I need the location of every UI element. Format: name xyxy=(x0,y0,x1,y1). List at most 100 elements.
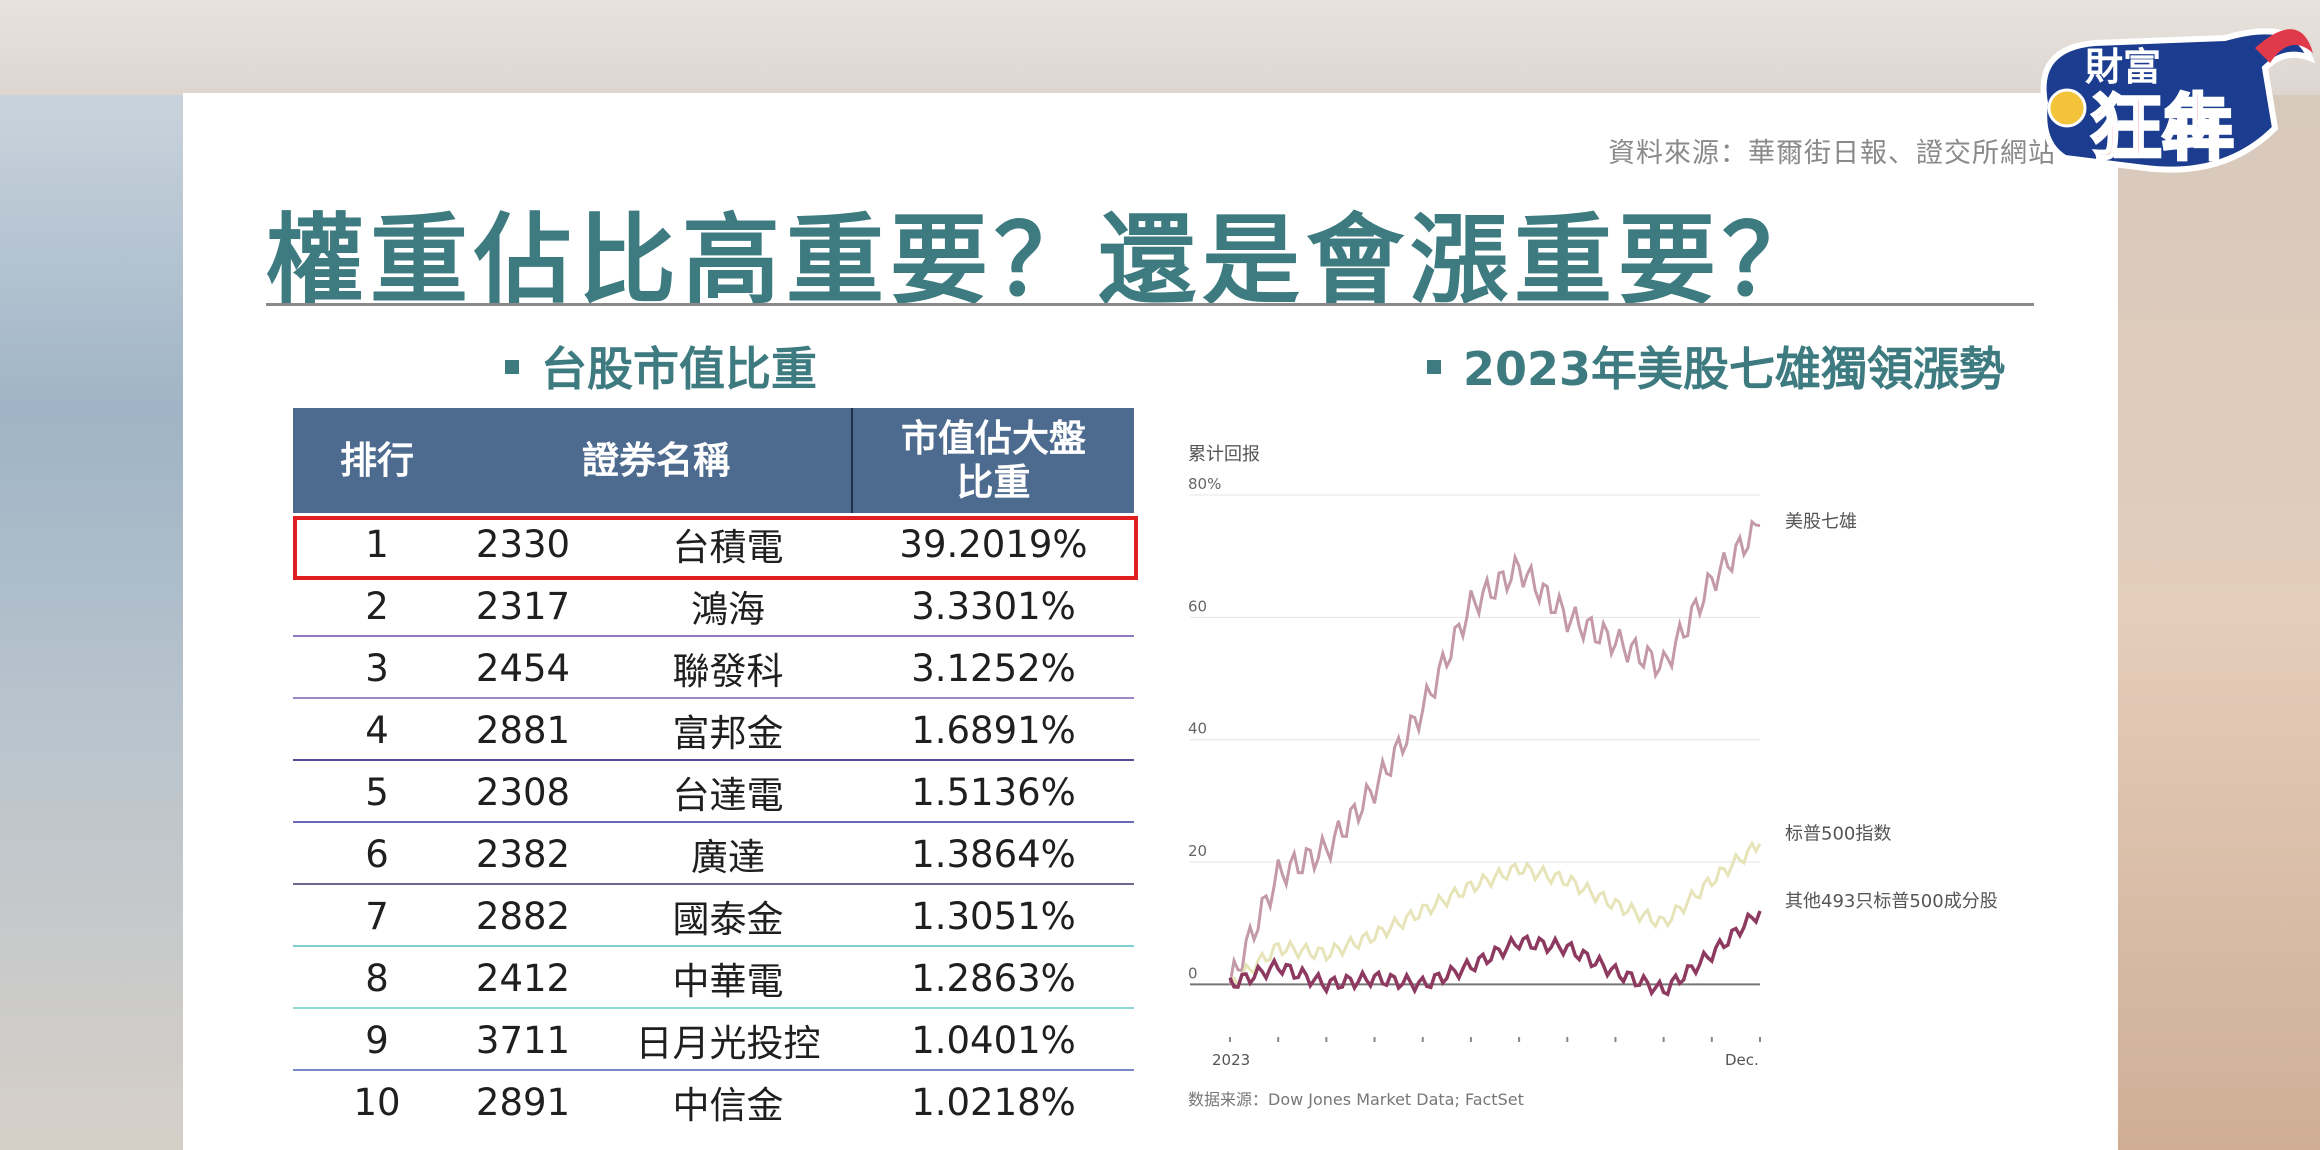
row-divider xyxy=(293,1131,1134,1133)
table-row: 8 2412 中華電 1.2863% xyxy=(293,947,1134,1009)
name-cell: 廣達 xyxy=(691,836,765,879)
y-tick-label: 0 xyxy=(1188,964,1198,982)
rank-cell: 9 xyxy=(365,1018,389,1062)
table-row: 9 3711 日月光投控 1.0401% xyxy=(293,1009,1134,1071)
background-left xyxy=(0,95,183,1150)
weight-cell: 1.2863% xyxy=(911,956,1076,1000)
market-cap-table: 排行 證券名稱 市值佔大盤 比重 1 2330 台積電 39.2019% 2 2317 鴻海… xyxy=(293,408,1138,1133)
row-divider xyxy=(293,759,1134,761)
weight-cell: 1.5136% xyxy=(911,770,1076,814)
rank-cell: 2 xyxy=(365,584,389,628)
header-name: 證券名稱 xyxy=(582,438,730,482)
row-divider xyxy=(293,821,1134,823)
table-body: 1 2330 台積電 39.2019% 2 2317 鴻海 3.3301% 3 2454 聯發科 3.… xyxy=(293,513,1134,1133)
source-note: 資料來源：華爾街日報、證交所網站 xyxy=(1608,138,2056,169)
name-cell: 中信金 xyxy=(672,1084,784,1127)
table-row: 5 2308 台達電 1.5136% xyxy=(293,761,1134,823)
table-row: 3 2454 聯發科 3.1252% xyxy=(293,637,1134,699)
table-header: 排行 證券名稱 市值佔大盤 比重 xyxy=(293,408,1134,513)
left-heading-text: 台股市值比重 xyxy=(541,342,817,396)
series-line xyxy=(1230,840,1762,989)
code-cell: 2382 xyxy=(475,832,571,876)
x-tick-label: Dec. xyxy=(1725,1051,1759,1069)
code-cell: 2891 xyxy=(475,1080,571,1124)
rank-cell: 10 xyxy=(353,1080,401,1124)
coin-icon xyxy=(2047,88,2087,128)
show-logo: 財富 狂犇 xyxy=(2040,28,2315,173)
weight-cell: 1.0218% xyxy=(911,1080,1076,1124)
code-cell: 2330 xyxy=(475,522,571,566)
series-label: 标普500指数 xyxy=(1785,824,1891,845)
row-divider xyxy=(293,1007,1134,1009)
table-row: 2 2317 鴻海 3.3301% xyxy=(293,575,1134,637)
logo-badge xyxy=(2040,28,2315,173)
rank-cell: 8 xyxy=(365,956,389,1000)
x-tick-label: 2023 xyxy=(1212,1051,1250,1069)
background-right xyxy=(2118,95,2320,1150)
rank-cell: 3 xyxy=(365,646,389,690)
code-cell: 2882 xyxy=(475,894,571,938)
weight-cell: 1.0401% xyxy=(911,1018,1076,1062)
name-cell: 國泰金 xyxy=(672,898,784,941)
row-divider xyxy=(293,883,1134,885)
y-tick-label: 80% xyxy=(1188,475,1221,493)
code-cell: 2454 xyxy=(475,646,571,690)
row-divider xyxy=(293,1069,1134,1071)
row-divider xyxy=(293,697,1134,699)
name-cell: 聯發科 xyxy=(672,650,784,693)
rank-cell: 7 xyxy=(365,894,389,938)
y-tick-label: 20 xyxy=(1188,842,1207,860)
background-top xyxy=(0,0,2320,95)
weight-cell: 1.3051% xyxy=(911,894,1076,938)
row-divider xyxy=(293,573,1134,575)
code-cell: 2308 xyxy=(475,770,571,814)
name-cell: 中華電 xyxy=(672,960,784,1003)
name-cell: 鴻海 xyxy=(691,588,765,631)
weight-cell: 1.6891% xyxy=(911,708,1076,752)
series-label: 其他493只标普500成分股 xyxy=(1785,891,1998,912)
table-row: 1 2330 台積電 39.2019% xyxy=(293,513,1134,575)
table-row: 4 2881 富邦金 1.6891% xyxy=(293,699,1134,761)
weight-cell: 3.1252% xyxy=(911,646,1076,690)
header-divider xyxy=(851,408,853,513)
row-divider xyxy=(293,945,1134,947)
weight-cell: 39.2019% xyxy=(899,522,1088,566)
cumulative-return-chart: 累计回报 0 20 40 60 80% 2023 Dec. 美股七雄标普500指数其他493只标… xyxy=(1188,444,1998,1109)
chart-footnote: 数据来源：Dow Jones Market Data; FactSet xyxy=(1188,1090,1524,1109)
header-weight-line2: 比重 xyxy=(956,460,1031,504)
rank-cell: 6 xyxy=(365,832,389,876)
left-heading: 台股市值比重 xyxy=(505,333,817,399)
header-rank: 排行 xyxy=(340,438,414,482)
rank-cell: 1 xyxy=(365,522,389,566)
series-line xyxy=(1228,910,1762,997)
table-row: 6 2382 廣達 1.3864% xyxy=(293,823,1134,885)
y-axis-label: 累计回报 xyxy=(1188,444,1260,465)
series-line xyxy=(1228,518,1761,985)
table-row: 10 2891 中信金 1.0218% xyxy=(293,1071,1134,1133)
name-cell: 台積電 xyxy=(672,526,784,569)
header-weight-line1: 市值佔大盤 xyxy=(901,416,1086,460)
right-heading: 2023年美股七雄獨領漲勢 xyxy=(1427,333,2005,399)
right-heading-text: 2023年美股七雄獨領漲勢 xyxy=(1463,342,2006,396)
presentation-slide: 資料來源：華爾街日報、證交所網站 權重佔比高重要？還是會漲重要？ 台股市值比重 … xyxy=(183,93,2118,1150)
code-cell: 2412 xyxy=(475,956,571,1000)
weight-cell: 1.3864% xyxy=(911,832,1076,876)
y-tick-label: 60 xyxy=(1188,597,1207,615)
logo-text-main: 狂犇 xyxy=(2090,86,2234,170)
title-divider xyxy=(266,303,2034,306)
header-weight: 市值佔大盤 比重 xyxy=(853,408,1134,513)
code-cell: 2317 xyxy=(475,584,571,628)
name-cell: 富邦金 xyxy=(672,712,784,755)
name-cell: 台達電 xyxy=(672,774,784,817)
row-divider xyxy=(293,635,1134,637)
slide-title: 權重佔比高重要？還是會漲重要？ xyxy=(266,204,1827,318)
highlight-box xyxy=(293,516,1138,580)
rank-cell: 4 xyxy=(365,708,389,752)
weight-cell: 3.3301% xyxy=(911,584,1076,628)
y-tick-label: 40 xyxy=(1188,720,1207,738)
rank-cell: 5 xyxy=(365,770,389,814)
logo-horn xyxy=(2255,29,2313,64)
logo-text-top: 財富 xyxy=(2085,45,2161,89)
table-row: 7 2882 國泰金 1.3051% xyxy=(293,885,1134,947)
bullet-icon xyxy=(1427,359,1441,374)
